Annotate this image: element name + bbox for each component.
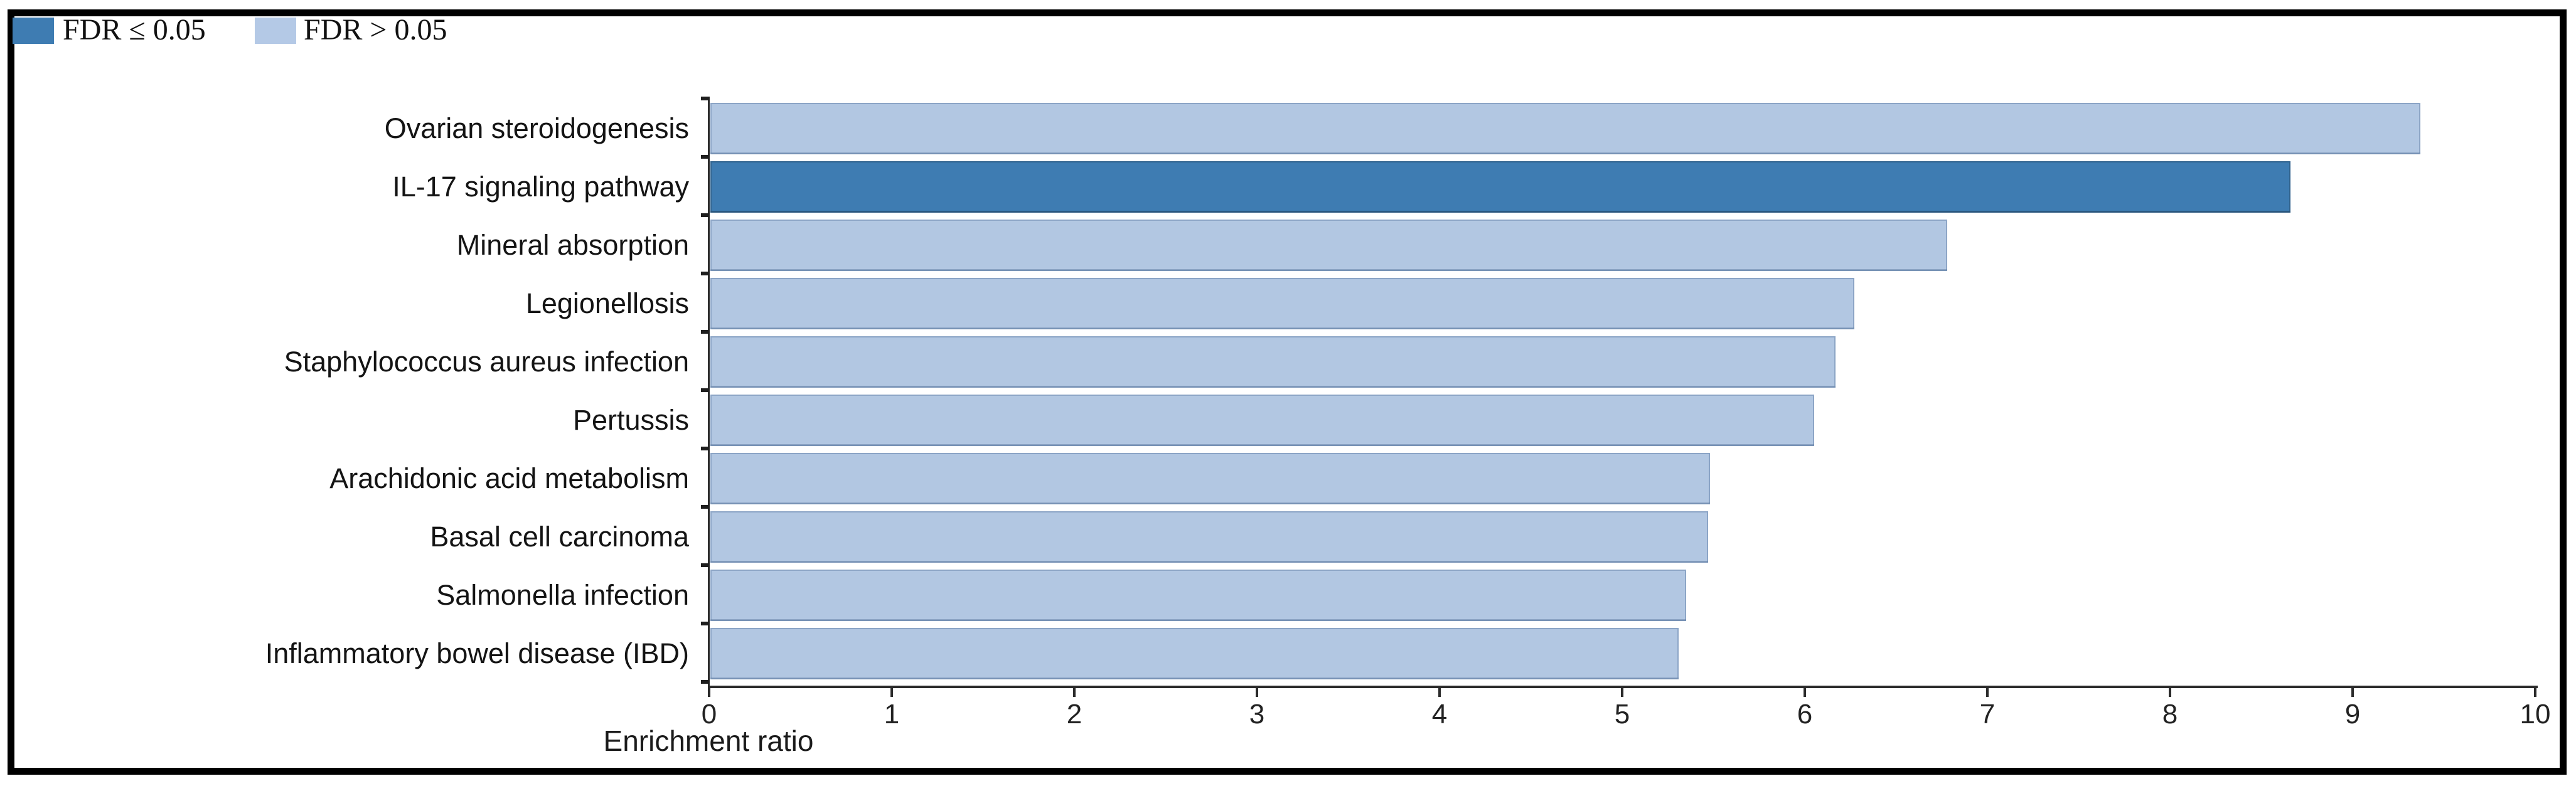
bar-fdr-not-significant <box>710 453 1710 504</box>
bar-fdr-not-significant <box>710 103 2420 154</box>
x-tick-label: 3 <box>1249 699 1265 730</box>
category-label: IL-17 signaling pathway <box>392 171 689 203</box>
x-tick-label: 9 <box>2344 699 2361 730</box>
x-axis-line <box>708 686 2538 688</box>
category-label: Ovarian steroidogenesis <box>384 112 689 144</box>
x-axis-tick <box>1256 688 1258 697</box>
x-tick-label: 4 <box>1431 699 1448 730</box>
x-tick-label: 6 <box>1797 699 1813 730</box>
x-axis-tick <box>1621 688 1623 697</box>
category-label: Arachidonic acid metabolism <box>329 462 689 494</box>
y-axis-tick <box>701 97 709 100</box>
legend-label-not-significant: FDR > 0.05 <box>304 13 447 46</box>
bar-fdr-not-significant <box>710 220 1947 271</box>
bar-fdr-not-significant <box>710 395 1814 446</box>
figure-border <box>8 9 2567 775</box>
x-axis-tick <box>1438 688 1441 697</box>
category-label: Inflammatory bowel disease (IBD) <box>265 637 689 669</box>
x-axis-tick <box>2534 688 2536 697</box>
bar-fdr-not-significant <box>710 570 1686 621</box>
x-axis-tick <box>1804 688 1806 697</box>
x-axis-tick <box>2351 688 2354 697</box>
legend-swatch-significant <box>13 18 54 44</box>
y-axis-tick <box>701 505 709 509</box>
y-axis-tick <box>701 563 709 567</box>
y-axis-tick <box>701 213 709 217</box>
bar-fdr-not-significant <box>710 511 1708 563</box>
y-axis-tick <box>701 447 709 450</box>
bar-fdr-significant <box>710 161 2290 213</box>
x-axis-tick <box>708 688 710 697</box>
x-axis-tick <box>1986 688 1989 697</box>
category-label: Basal cell carcinoma <box>430 521 689 553</box>
y-axis-tick <box>701 680 709 684</box>
category-label: Legionellosis <box>525 287 689 319</box>
x-tick-label: 5 <box>1614 699 1630 730</box>
category-label: Salmonella infection <box>436 579 689 611</box>
legend-label-significant: FDR ≤ 0.05 <box>63 13 206 46</box>
y-axis-tick <box>701 155 709 159</box>
y-axis-tick <box>701 330 709 334</box>
legend-swatch-not-significant <box>255 18 296 44</box>
category-label: Pertussis <box>572 404 689 436</box>
x-axis-title: Enrichment ratio <box>603 725 814 757</box>
y-axis-line <box>708 97 710 688</box>
x-axis-tick <box>1073 688 1076 697</box>
bar-fdr-not-significant <box>710 336 1836 388</box>
x-tick-label: 7 <box>1979 699 1996 730</box>
y-axis-tick <box>701 622 709 625</box>
y-axis-tick <box>701 272 709 275</box>
x-tick-label: 10 <box>2520 699 2551 730</box>
x-axis-tick <box>2169 688 2171 697</box>
x-tick-label: 1 <box>884 699 900 730</box>
bar-fdr-not-significant <box>710 278 1854 329</box>
legend: FDR ≤ 0.05 FDR > 0.05 <box>0 0 2576 50</box>
x-axis-tick <box>890 688 893 697</box>
bar-fdr-not-significant <box>710 628 1679 679</box>
y-axis-tick <box>701 388 709 392</box>
category-label: Staphylococcus aureus infection <box>284 346 689 378</box>
x-tick-label: 8 <box>2162 699 2178 730</box>
category-label: Mineral absorption <box>456 229 689 261</box>
x-tick-label: 2 <box>1066 699 1082 730</box>
x-tick-label: 0 <box>701 699 717 730</box>
